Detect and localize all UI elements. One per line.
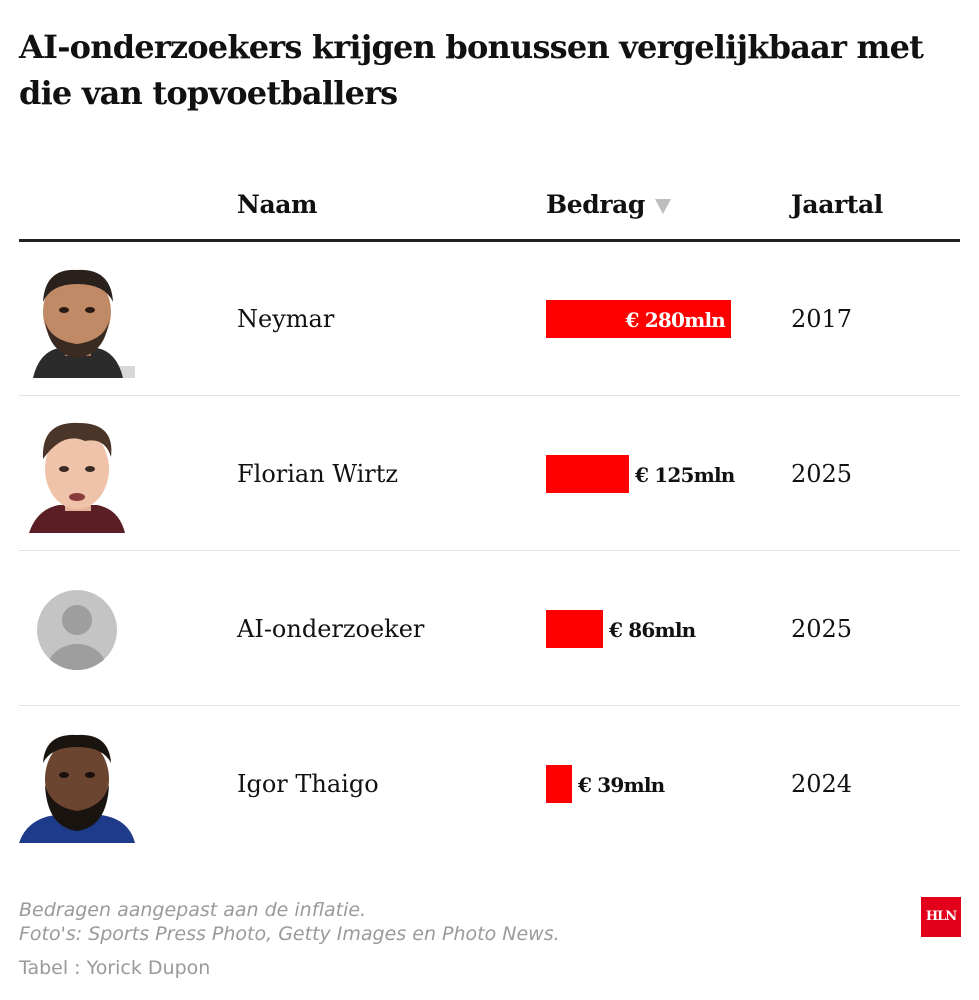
column-header-year[interactable]: Jaartal bbox=[791, 190, 883, 219]
player-photo bbox=[29, 422, 125, 533]
header-rule bbox=[19, 239, 960, 242]
amount-label: € 39mln bbox=[578, 773, 665, 797]
amount-label: € 125mln bbox=[635, 463, 735, 487]
player-photo bbox=[33, 269, 135, 378]
table-row: Neymar € 280mln 2017 bbox=[19, 242, 960, 396]
row-year: 2025 bbox=[791, 460, 853, 488]
row-name: AI-onderzoeker bbox=[237, 615, 425, 643]
table-row: AI-onderzoeker € 86mln 2025 bbox=[19, 552, 960, 706]
hln-logo: HLN bbox=[921, 897, 961, 937]
footnote: Bedragen aangepast aan de inflatie. Foto… bbox=[19, 898, 560, 946]
amount-label: € 86mln bbox=[609, 618, 696, 642]
row-name: Igor Thaigo bbox=[237, 770, 379, 798]
column-header-amount-label: Bedrag bbox=[546, 190, 645, 219]
row-divider bbox=[19, 550, 960, 551]
table-row: Igor Thaigo € 39mln 2024 bbox=[19, 707, 960, 861]
row-year: 2017 bbox=[791, 305, 853, 333]
table-row: Florian Wirtz € 125mln 2025 bbox=[19, 397, 960, 551]
row-year: 2024 bbox=[791, 770, 853, 798]
amount-bar bbox=[546, 765, 572, 803]
row-divider bbox=[19, 705, 960, 706]
player-photo bbox=[19, 734, 135, 843]
footnote-inflation: Bedragen aangepast aan de inflatie. bbox=[19, 899, 367, 921]
column-header-name-label: Naam bbox=[237, 190, 318, 219]
row-year: 2025 bbox=[791, 615, 853, 643]
column-header-year-label: Jaartal bbox=[791, 190, 883, 219]
avatar-placeholder bbox=[37, 590, 117, 670]
amount-bar bbox=[546, 300, 731, 338]
sort-descending-icon bbox=[654, 199, 671, 214]
column-header-name[interactable]: Naam bbox=[237, 190, 318, 219]
amount-label: € 280mln bbox=[625, 308, 725, 332]
table-credit: Tabel : Yorick Dupon bbox=[19, 957, 211, 979]
row-divider bbox=[19, 395, 960, 396]
amount-bar bbox=[546, 455, 629, 493]
row-name: Neymar bbox=[237, 305, 335, 333]
amount-bar bbox=[546, 610, 603, 648]
chart-title: AI-onderzoekers krijgen bonussen vergeli… bbox=[19, 28, 924, 112]
column-header-amount[interactable]: Bedrag bbox=[546, 190, 671, 219]
footnote-photo-credits: Foto's: Sports Press Photo, Getty Images… bbox=[19, 923, 560, 945]
row-name: Florian Wirtz bbox=[237, 460, 399, 488]
